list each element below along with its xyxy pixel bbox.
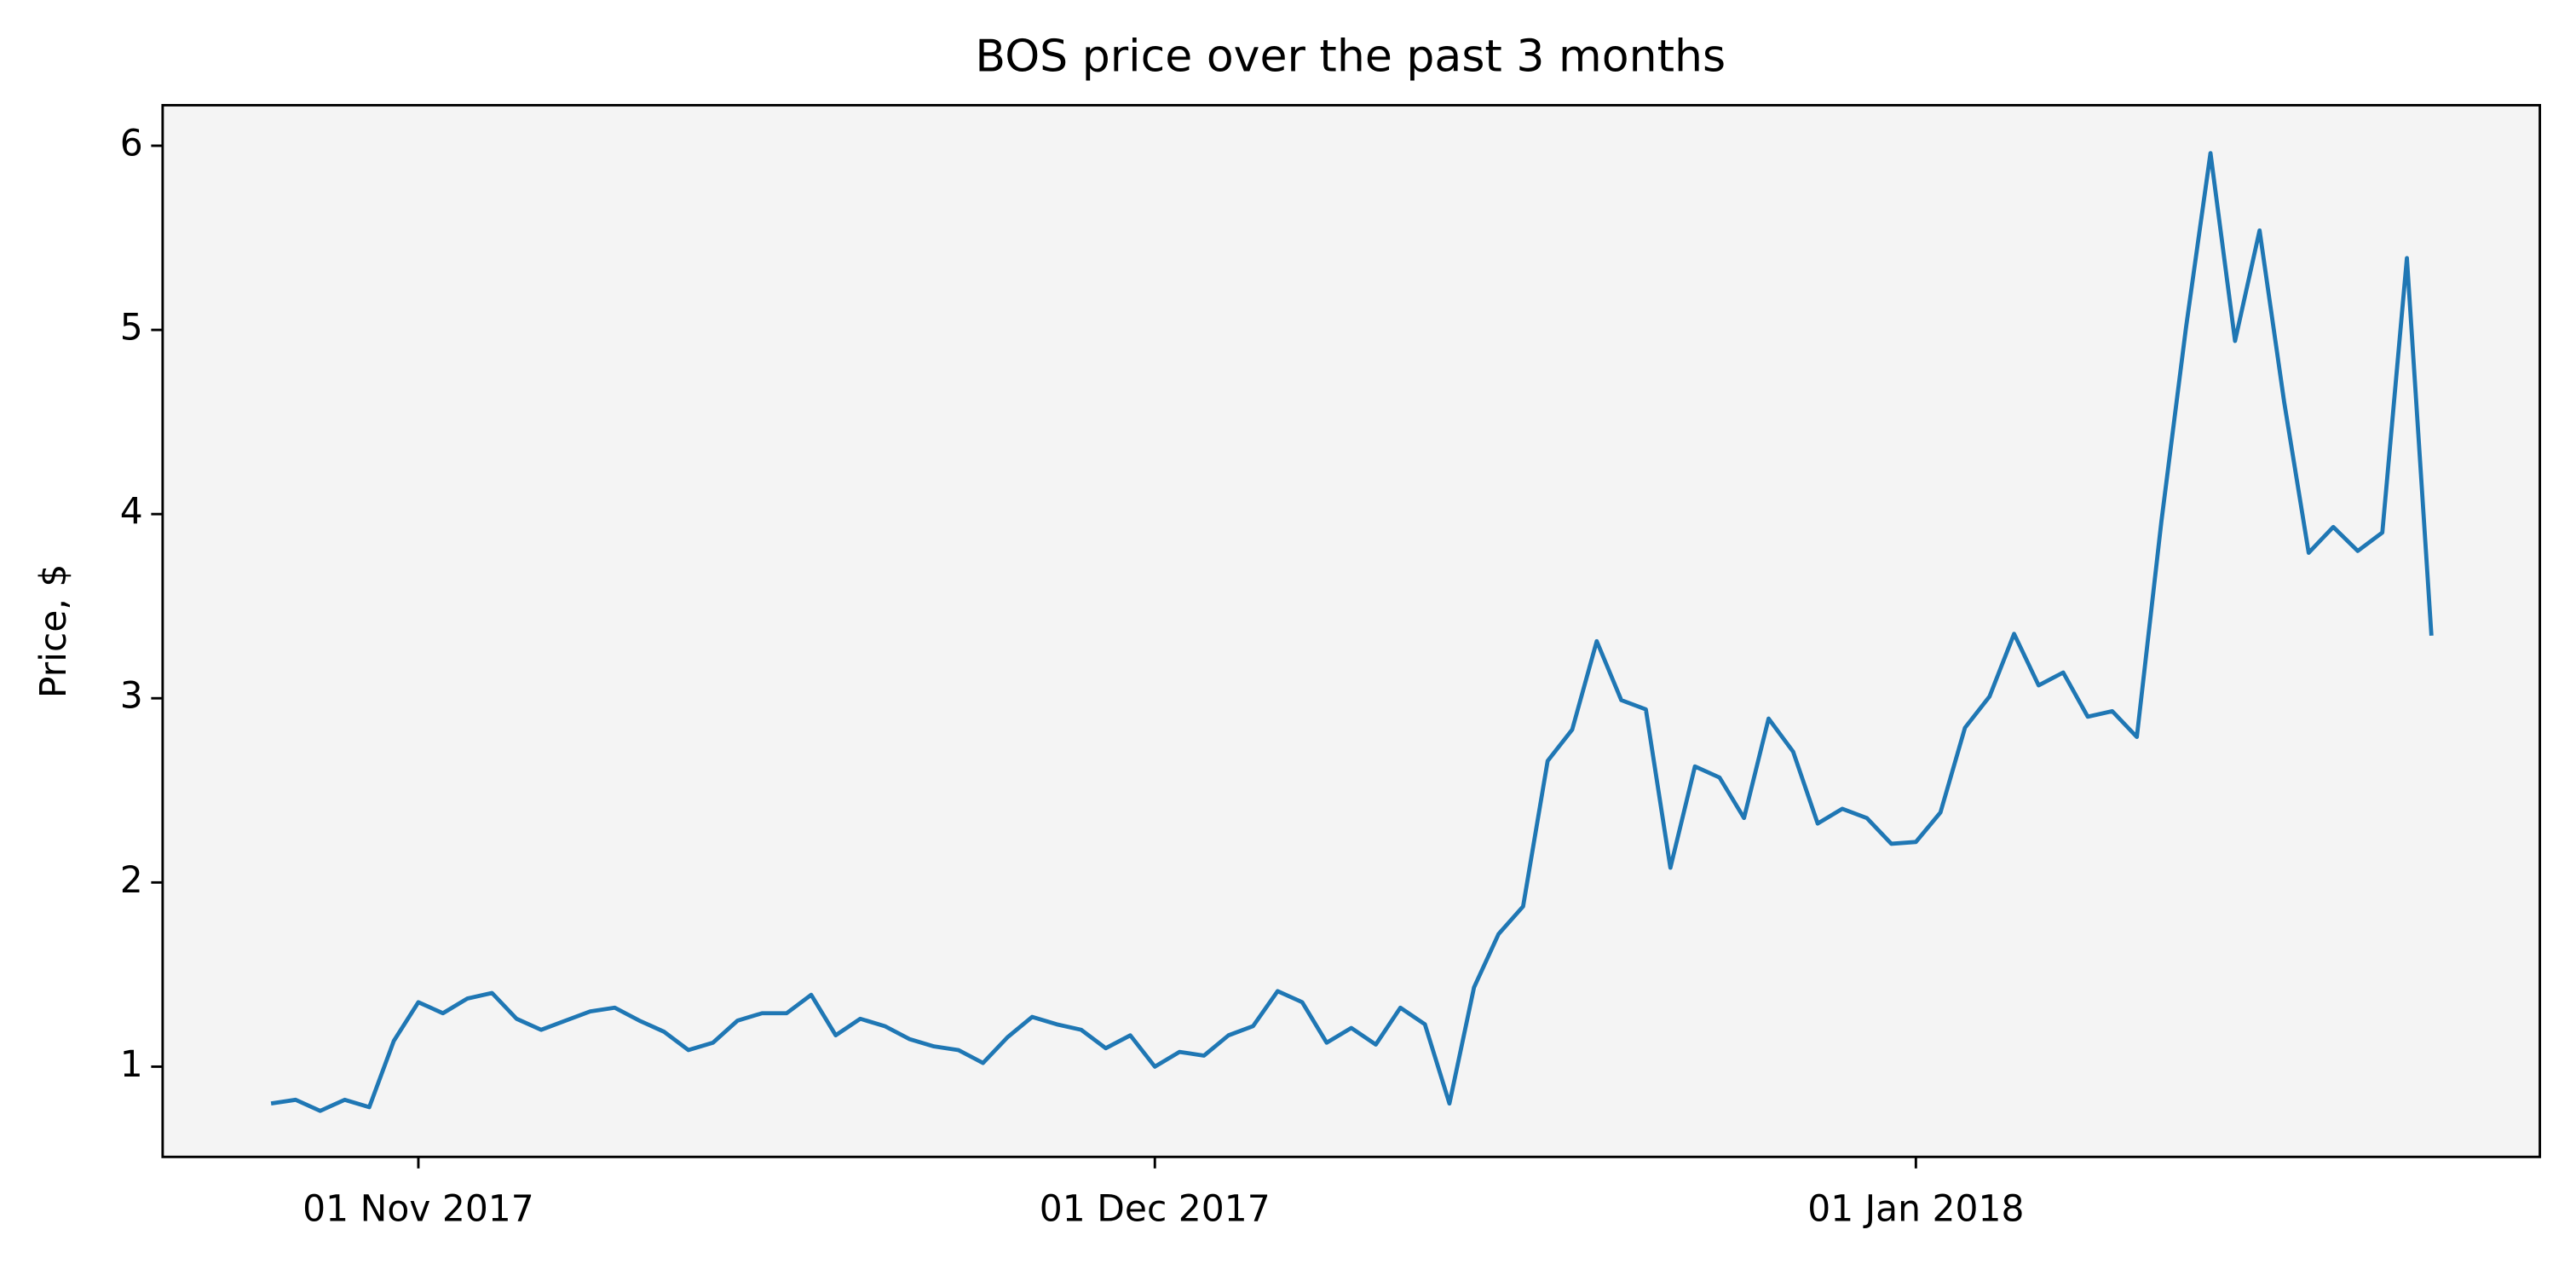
price-line [270,151,2434,1113]
chart-title: BOS price over the past 3 months [975,31,1726,82]
x-tick-label: 01 Dec 2017 [1040,1188,1271,1230]
x-tick-label: 01 Jan 2018 [1807,1188,2024,1230]
plot-background [162,105,2540,1157]
y-tick-label: 2 [120,860,143,902]
y-axis-label: Price, $ [33,564,75,698]
y-tick-label: 3 [120,676,143,718]
y-tick-label: 6 [120,123,143,165]
plot-frame [161,103,2542,1158]
y-tick-label: 4 [120,492,143,534]
y-tick-label: 1 [120,1044,143,1086]
y-tick-label: 5 [120,308,143,349]
plot-layer [270,151,2434,1113]
x-tick-label: 01 Nov 2017 [303,1188,534,1230]
